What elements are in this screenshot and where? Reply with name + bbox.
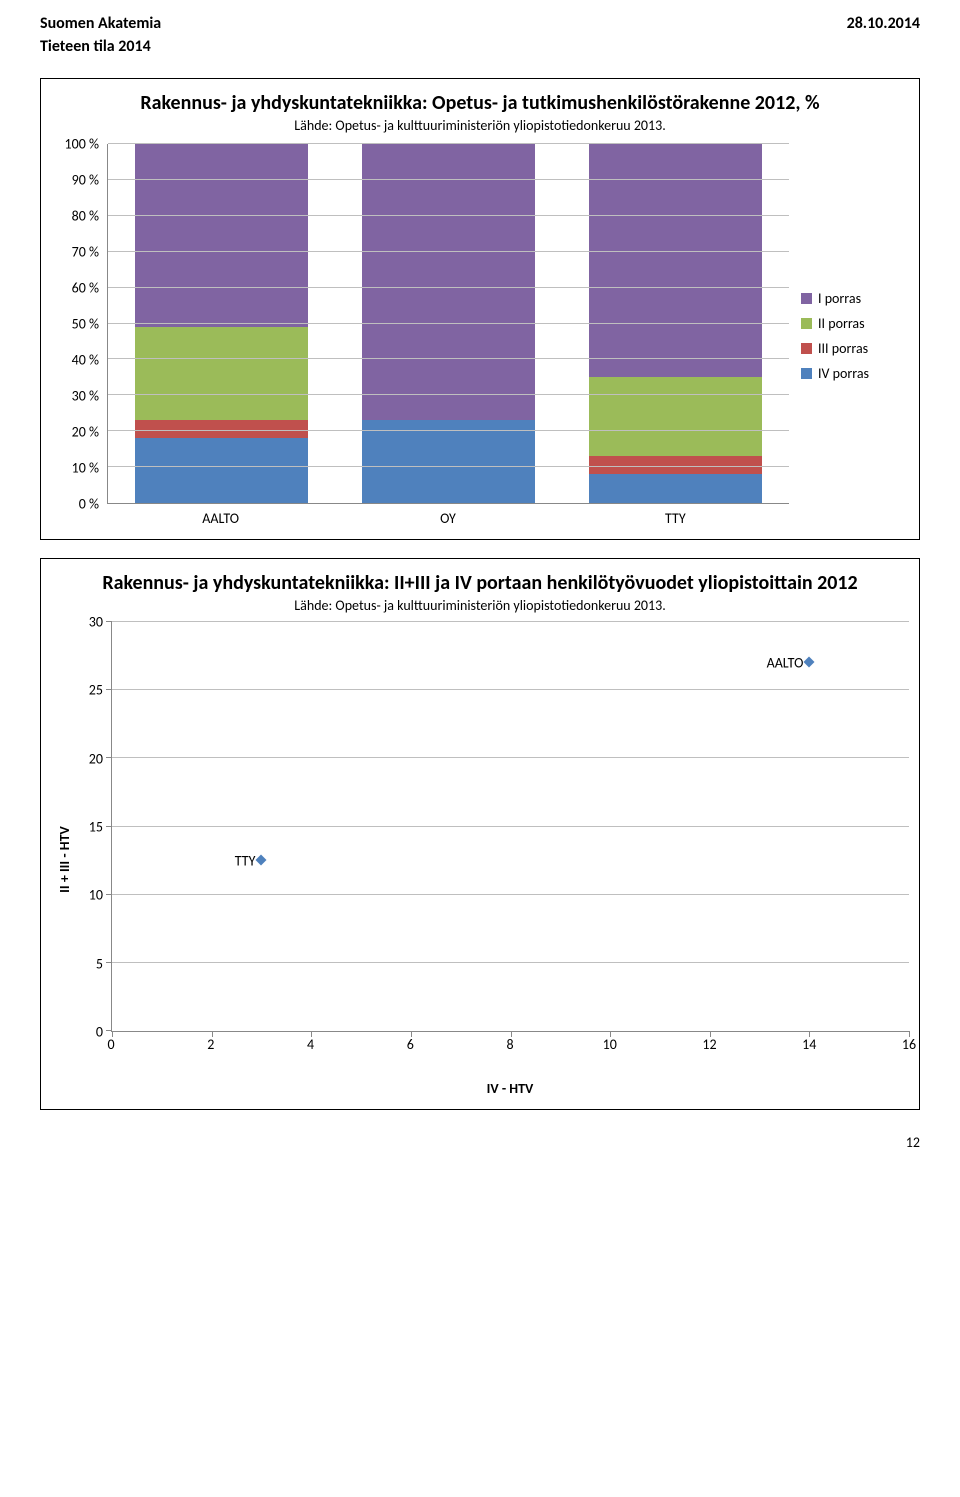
chart1-ytick: 80 % <box>72 208 99 225</box>
chart1-ytick: 40 % <box>72 352 99 369</box>
chart1-segment <box>589 377 762 456</box>
chart1-frame: Rakennus- ja yhdyskuntatekniikka: Opetus… <box>40 78 920 540</box>
legend-swatch <box>801 293 812 304</box>
header-right: 28.10.2014 <box>847 14 920 33</box>
legend-label: II porras <box>818 315 865 332</box>
chart1-segment <box>135 144 308 327</box>
chart1-legend-item: III porras <box>801 340 909 357</box>
chart1-xlabel: AALTO <box>107 510 334 527</box>
chart2-xlabel: IV - HTV <box>111 1080 909 1097</box>
chart1-legend-item: I porras <box>801 290 909 307</box>
chart1-legend-item: II porras <box>801 315 909 332</box>
chart2-title: Rakennus- ja yhdyskuntatekniikka: II+III… <box>51 571 909 595</box>
chart1-ytick: 90 % <box>72 172 99 189</box>
chart1-bar <box>589 144 762 503</box>
chart2-xtick: 6 <box>407 1036 414 1053</box>
chart1-xlabel: OY <box>334 510 561 527</box>
chart2-frame: Rakennus- ja yhdyskuntatekniikka: II+III… <box>40 558 920 1110</box>
header-left: Suomen Akatemia <box>40 14 161 33</box>
chart2-xtick: 10 <box>603 1036 617 1053</box>
chart1-segment <box>135 327 308 420</box>
chart1-xlabel: TTY <box>562 510 789 527</box>
chart1-ytick: 10 % <box>72 460 99 477</box>
chart2-xtick: 2 <box>207 1036 214 1053</box>
chart1-segment <box>135 438 308 503</box>
chart2-ytick: 30 <box>89 614 103 631</box>
chart1-ytick: 0 % <box>79 496 99 513</box>
legend-swatch <box>801 343 812 354</box>
chart2-point-label: TTY <box>235 852 262 869</box>
chart2-ytick: 10 <box>89 887 103 904</box>
chart2-xtick: 16 <box>902 1036 916 1053</box>
chart2-ylabel: II + III - HTV <box>51 622 77 1097</box>
chart2-yaxis: 051015202530 <box>77 622 111 1032</box>
legend-swatch <box>801 368 812 379</box>
chart2-xtick: 14 <box>802 1036 816 1053</box>
legend-label: IV porras <box>818 365 869 382</box>
chart1-bar <box>135 144 308 503</box>
chart2-ytick: 0 <box>96 1024 103 1041</box>
chart1-segment <box>362 420 535 503</box>
chart1-bar <box>362 144 535 503</box>
chart1-subtitle: Lähde: Opetus- ja kulttuuriministeriön y… <box>51 117 909 134</box>
chart2-ytick: 20 <box>89 750 103 767</box>
chart1-legend: I porras II porras III porras IV porras <box>789 144 909 527</box>
chart1-legend-item: IV porras <box>801 365 909 382</box>
legend-label: III porras <box>818 340 868 357</box>
chart1-title: Rakennus- ja yhdyskuntatekniikka: Opetus… <box>51 91 909 115</box>
chart2-point-label: AALTO <box>767 654 810 671</box>
chart1-segment <box>362 144 535 420</box>
chart1-ytick: 30 % <box>72 388 99 405</box>
chart1-xlabels: AALTOOYTTY <box>107 510 789 527</box>
chart1-ytick: 100 % <box>65 136 99 153</box>
chart1-ytick: 70 % <box>72 244 99 261</box>
page-number: 12 <box>0 1128 960 1163</box>
chart2-xtick: 0 <box>107 1036 114 1053</box>
chart1-ytick: 20 % <box>72 424 99 441</box>
chart1-segment <box>589 474 762 503</box>
legend-label: I porras <box>818 290 861 307</box>
chart1-yaxis: 0 %10 %20 %30 %40 %50 %60 %70 %80 %90 %1… <box>51 144 107 504</box>
chart2-xtick: 12 <box>702 1036 716 1053</box>
chart1-ytick: 50 % <box>72 316 99 333</box>
header-sub: Tieteen tila 2014 <box>0 37 960 66</box>
chart2-subtitle: Lähde: Opetus- ja kulttuuriministeriön y… <box>51 597 909 614</box>
chart2-xtick: 4 <box>307 1036 314 1053</box>
chart2-xtick: 8 <box>506 1036 513 1053</box>
chart2-ytick: 15 <box>89 819 103 836</box>
legend-swatch <box>801 318 812 329</box>
chart2-plot: AALTO TTY <box>111 622 909 1032</box>
chart2-ytick: 25 <box>89 682 103 699</box>
chart1-plot <box>107 144 789 504</box>
chart2-ytick: 5 <box>96 955 103 972</box>
chart1-ytick: 60 % <box>72 280 99 297</box>
chart2-xlabels: 0246810121416 <box>111 1036 909 1056</box>
